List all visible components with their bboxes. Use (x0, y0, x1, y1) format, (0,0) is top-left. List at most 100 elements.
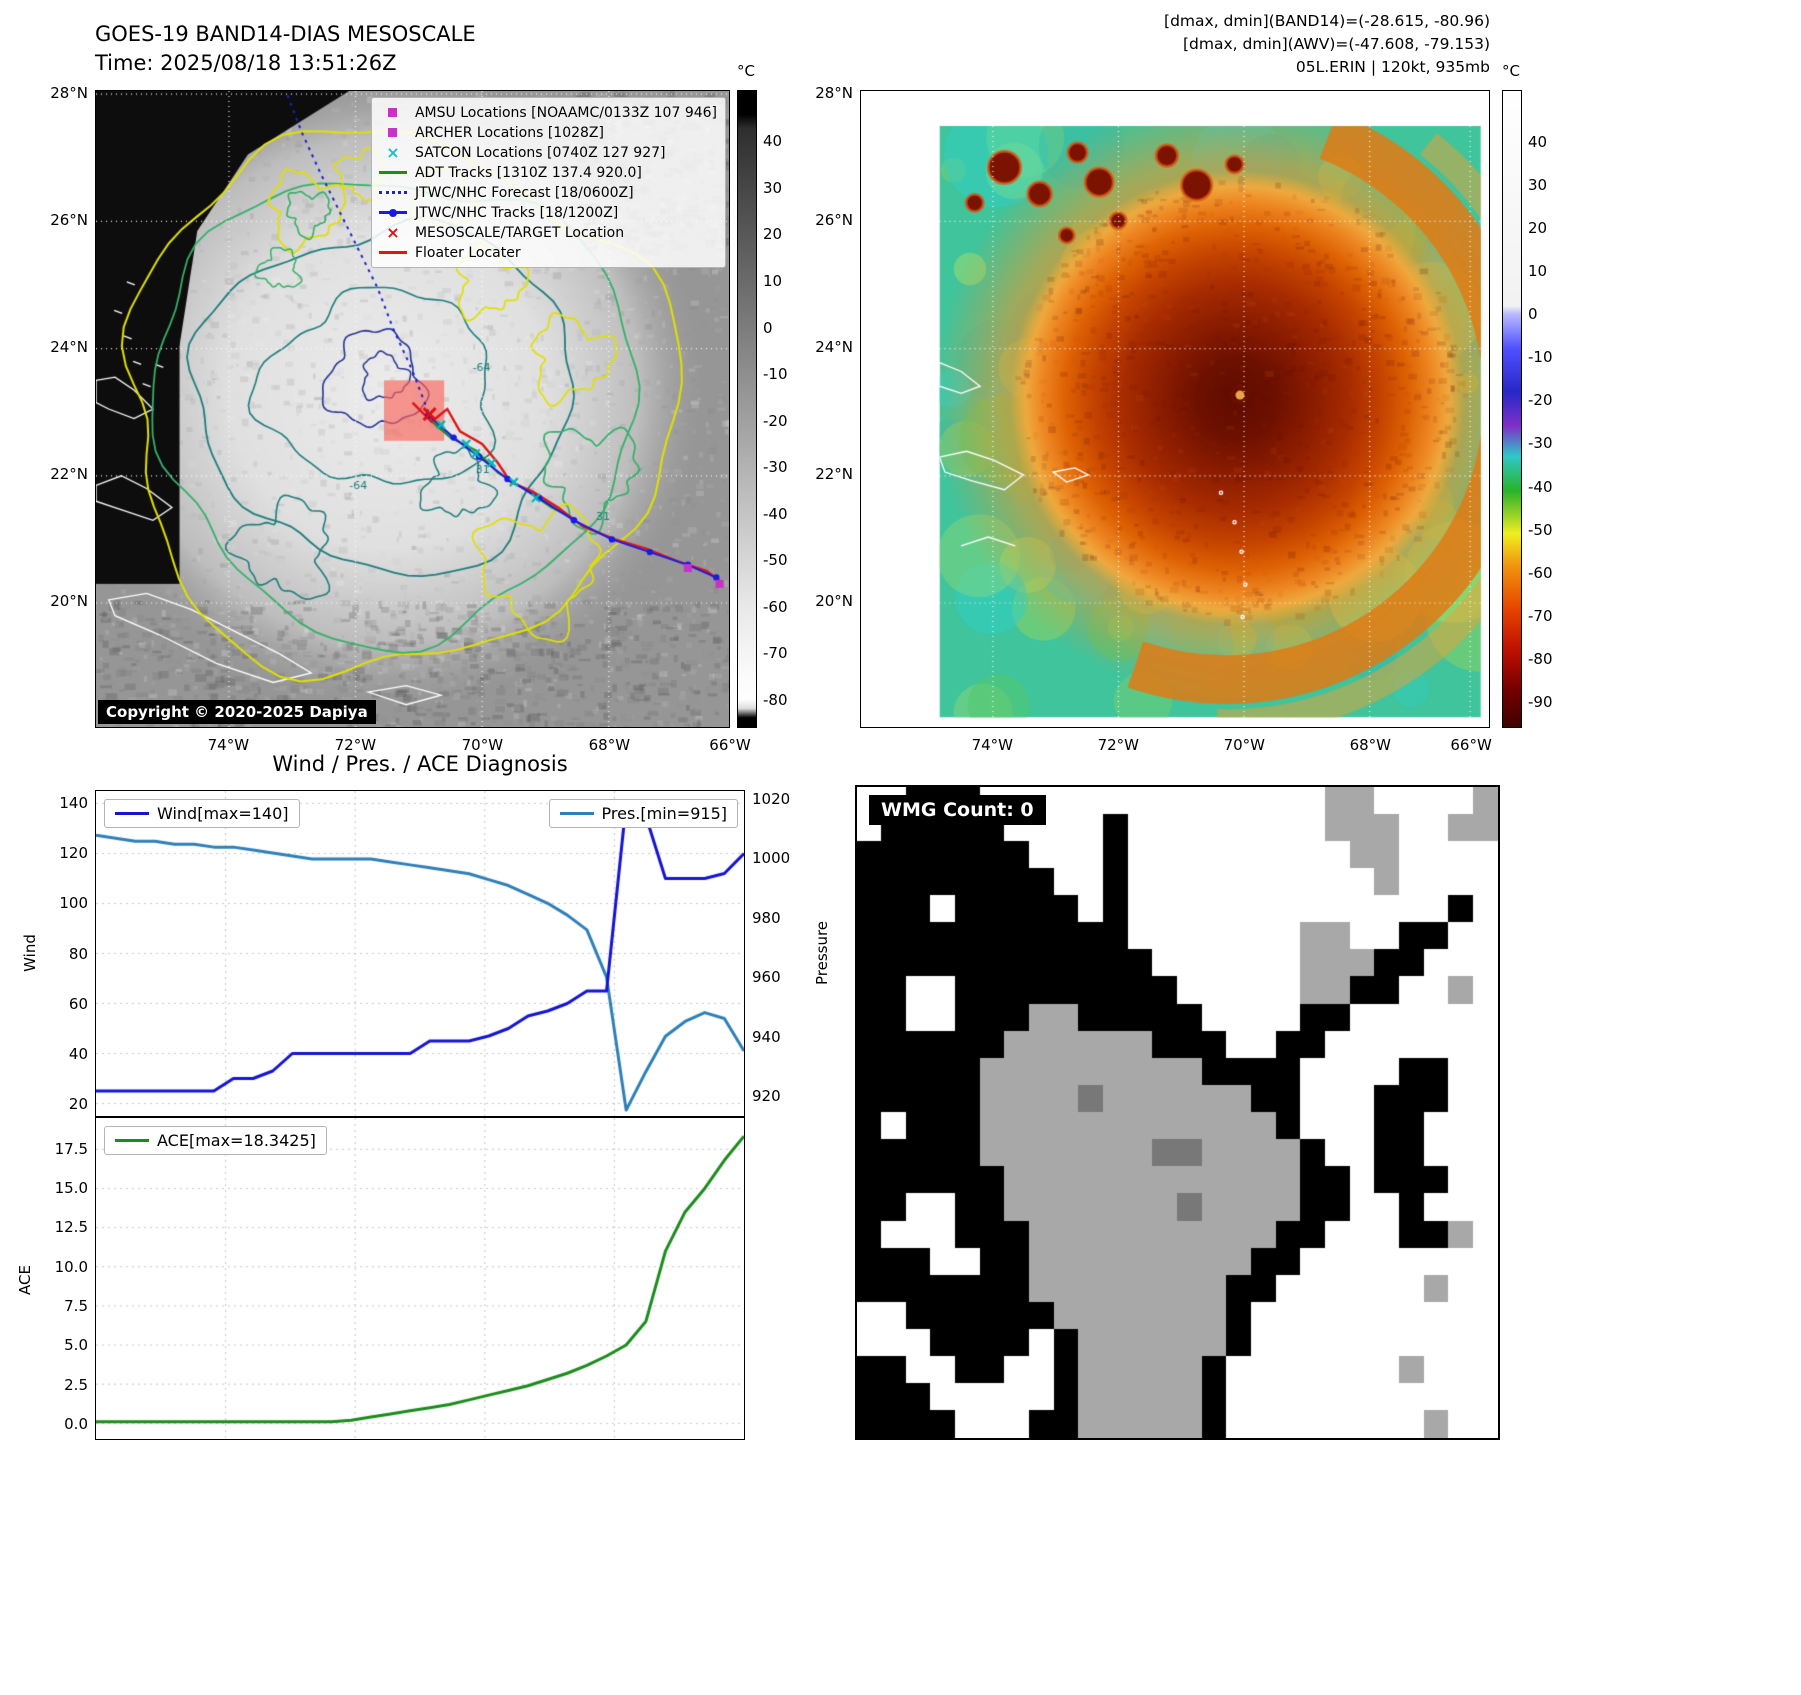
lat-tick-label: 26°N (50, 211, 88, 229)
pressure-tick-label: 1020 (752, 789, 791, 808)
awv-colorbar-unit: °C (1502, 62, 1520, 80)
lon-tick-label: 70°W (461, 736, 504, 754)
wind-axis-label: Wind (21, 934, 39, 972)
wind-legend: Wind[max=140] (104, 799, 300, 828)
lat-tick-label: 24°N (815, 338, 853, 356)
pressure-tick-label: 960 (752, 968, 781, 987)
square-marker-icon (378, 108, 408, 117)
colorbar-tick-label: 30 (763, 178, 783, 197)
legend-item: ADT Tracks [1310Z 137.4 920.0] (378, 163, 717, 182)
band14-legend: AMSU Locations [NOAAMC/0133Z 107 946] ARC… (370, 97, 726, 268)
lon-tick-label: 72°W (1097, 736, 1139, 754)
colorbar-tick-label: -10 (763, 365, 788, 384)
pressure-tick-label: 940 (752, 1027, 781, 1046)
ace-tick-label: 7.5 (64, 1297, 88, 1316)
ace-tick-label: 5.0 (64, 1336, 88, 1355)
ace-axis-label: ACE (16, 1265, 34, 1295)
lat-tick-label: 20°N (50, 592, 88, 610)
legend-item: JTWC/NHC Forecast [18/0600Z] (378, 183, 717, 202)
pressure-line-sample-icon (559, 812, 594, 815)
legend-item-label: Floater Locater (414, 244, 521, 261)
colorbar-tick-label: -20 (763, 411, 788, 430)
line-marker-icon (378, 171, 408, 174)
colorbar-tick-label: -80 (1528, 650, 1553, 669)
line-dot-marker-icon (378, 208, 408, 217)
lon-tick-label: 72°W (334, 736, 377, 754)
lon-tick-label: 68°W (1349, 736, 1391, 754)
legend-item: × SATCON Locations [0740Z 127 927] (378, 143, 717, 162)
colorbar-tick-label: -50 (763, 551, 788, 570)
wind-tick-label: 20 (68, 1095, 88, 1114)
x-marker-icon: × (386, 222, 400, 242)
pressure-tick-label: 920 (752, 1087, 781, 1106)
wmg-grid-canvas (857, 787, 1498, 1438)
colorbar-tick-label: 10 (1528, 262, 1548, 281)
awv-satellite-canvas (861, 91, 1489, 727)
awv-dmax-readout: [dmax, dmin](AWV)=(-47.608, -79.153) (1183, 35, 1490, 53)
wind-tick-label: 60 (68, 994, 88, 1013)
ace-chart: ACE[max=18.3425] (95, 1117, 745, 1440)
wind-tick-label: 40 (68, 1045, 88, 1064)
lat-tick-label: 20°N (815, 592, 853, 610)
pressure-tick-label: 1000 (752, 849, 791, 868)
legend-item-label: AMSU Locations [NOAAMC/0133Z 107 946] (414, 104, 717, 121)
colorbar-tick-label: -70 (1528, 606, 1553, 625)
colorbar-tick-label: -20 (1528, 391, 1553, 410)
colorbar-tick-label: 20 (763, 225, 783, 244)
ace-canvas (96, 1118, 744, 1439)
legend-item-label: MESOSCALE/TARGET Location (414, 224, 625, 241)
line-marker-icon (378, 251, 408, 254)
wmg-panel: WMG Count: 0 (855, 785, 1500, 1440)
ace-tick-label: 0.0 (64, 1415, 88, 1434)
band14-colorbar (737, 90, 757, 728)
ace-legend: ACE[max=18.3425] (104, 1126, 327, 1155)
legend-item: × MESOSCALE/TARGET Location (378, 223, 717, 242)
ace-tick-label: 2.5 (64, 1375, 88, 1394)
colorbar-tick-label: -90 (1528, 693, 1553, 712)
band14-colorbar-unit: °C (737, 62, 755, 80)
wind-line-sample-icon (115, 812, 149, 815)
colorbar-tick-label: -60 (763, 597, 788, 616)
colorbar-tick-label: -70 (763, 644, 788, 663)
wind-tick-label: 100 (59, 894, 88, 913)
colorbar-tick-label: -80 (763, 691, 788, 710)
wind-legend-label: Wind[max=140] (157, 804, 289, 823)
ace-line-sample-icon (115, 1139, 149, 1142)
wind-tick-label: 120 (59, 843, 88, 862)
wind-pressure-chart: Wind[max=140] Pres.[min=915] (95, 790, 745, 1117)
pressure-legend-label: Pres.[min=915] (601, 804, 727, 823)
pressure-legend: Pres.[min=915] (548, 799, 738, 828)
wmg-count-label: WMG Count: 0 (869, 795, 1046, 825)
colorbar-tick-label: 20 (1528, 218, 1548, 237)
lat-tick-label: 28°N (815, 84, 853, 102)
legend-item-label: ADT Tracks [1310Z 137.4 920.0] (414, 164, 642, 181)
ace-tick-label: 10.0 (54, 1257, 88, 1276)
wind-pressure-canvas (96, 791, 744, 1116)
ace-tick-label: 15.0 (54, 1178, 88, 1197)
awv-colorbar (1502, 90, 1522, 728)
band14-panel-title: GOES-19 BAND14-DIAS MESOSCALE Time: 2025… (95, 20, 476, 78)
legend-item: Floater Locater (378, 243, 717, 262)
pressure-axis-label: Pressure (813, 920, 831, 986)
colorbar-tick-label: -30 (1528, 434, 1553, 453)
band14-map-panel: AMSU Locations [NOAAMC/0133Z 107 946] ARC… (95, 90, 730, 728)
band14-timestamp: Time: 2025/08/18 13:51:26Z (95, 51, 397, 75)
legend-item-label: SATCON Locations [0740Z 127 927] (414, 144, 666, 161)
lat-tick-label: 24°N (50, 338, 88, 356)
dotted-marker-icon (378, 191, 408, 194)
colorbar-tick-label: 10 (763, 271, 783, 290)
diagnosis-chart-title: Wind / Pres. / ACE Diagnosis (272, 752, 568, 776)
legend-item: ARCHER Locations [1028Z] (378, 123, 717, 142)
awv-header: [dmax, dmin](BAND14)=(-28.615, -80.96) [… (1000, 10, 1490, 79)
lon-tick-label: 74°W (971, 736, 1013, 754)
legend-item: JTWC/NHC Tracks [18/1200Z] (378, 203, 717, 222)
legend-item-label: ARCHER Locations [1028Z] (414, 124, 604, 141)
lat-tick-label: 28°N (50, 84, 88, 102)
lat-tick-label: 22°N (815, 465, 853, 483)
colorbar-tick-label: 40 (1528, 132, 1548, 151)
lon-tick-label: 66°W (1450, 736, 1492, 754)
wind-tick-label: 80 (68, 944, 88, 963)
copyright-label: Copyright © 2020-2025 Dapiya (98, 700, 376, 724)
colorbar-tick-label: 0 (1528, 305, 1538, 324)
